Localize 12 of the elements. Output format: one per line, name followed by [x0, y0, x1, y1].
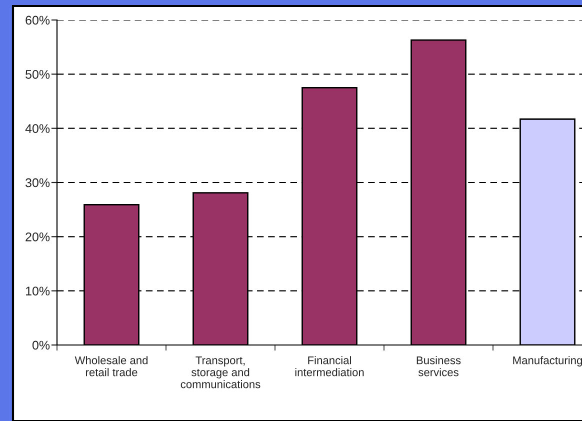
x-tick-label: Manufacturing — [513, 356, 582, 366]
y-tick-label: 10% — [26, 286, 50, 296]
y-tick-label: 40% — [25, 124, 50, 133]
y-tick-label: 0% — [32, 340, 50, 350]
y-tick-label: 30% — [26, 178, 50, 188]
x-tick-label: Business services — [416, 356, 461, 376]
x-tick-label: Wholesale and retail trade — [74, 356, 148, 376]
y-tick-label: 20% — [26, 232, 50, 242]
y-tick-label: 50% — [26, 70, 50, 79]
y-tick-label: 60% — [26, 16, 50, 25]
x-tick-label: Financial intermediation — [295, 356, 364, 376]
x-tick-label: Transport, storage and communications — [180, 356, 260, 388]
